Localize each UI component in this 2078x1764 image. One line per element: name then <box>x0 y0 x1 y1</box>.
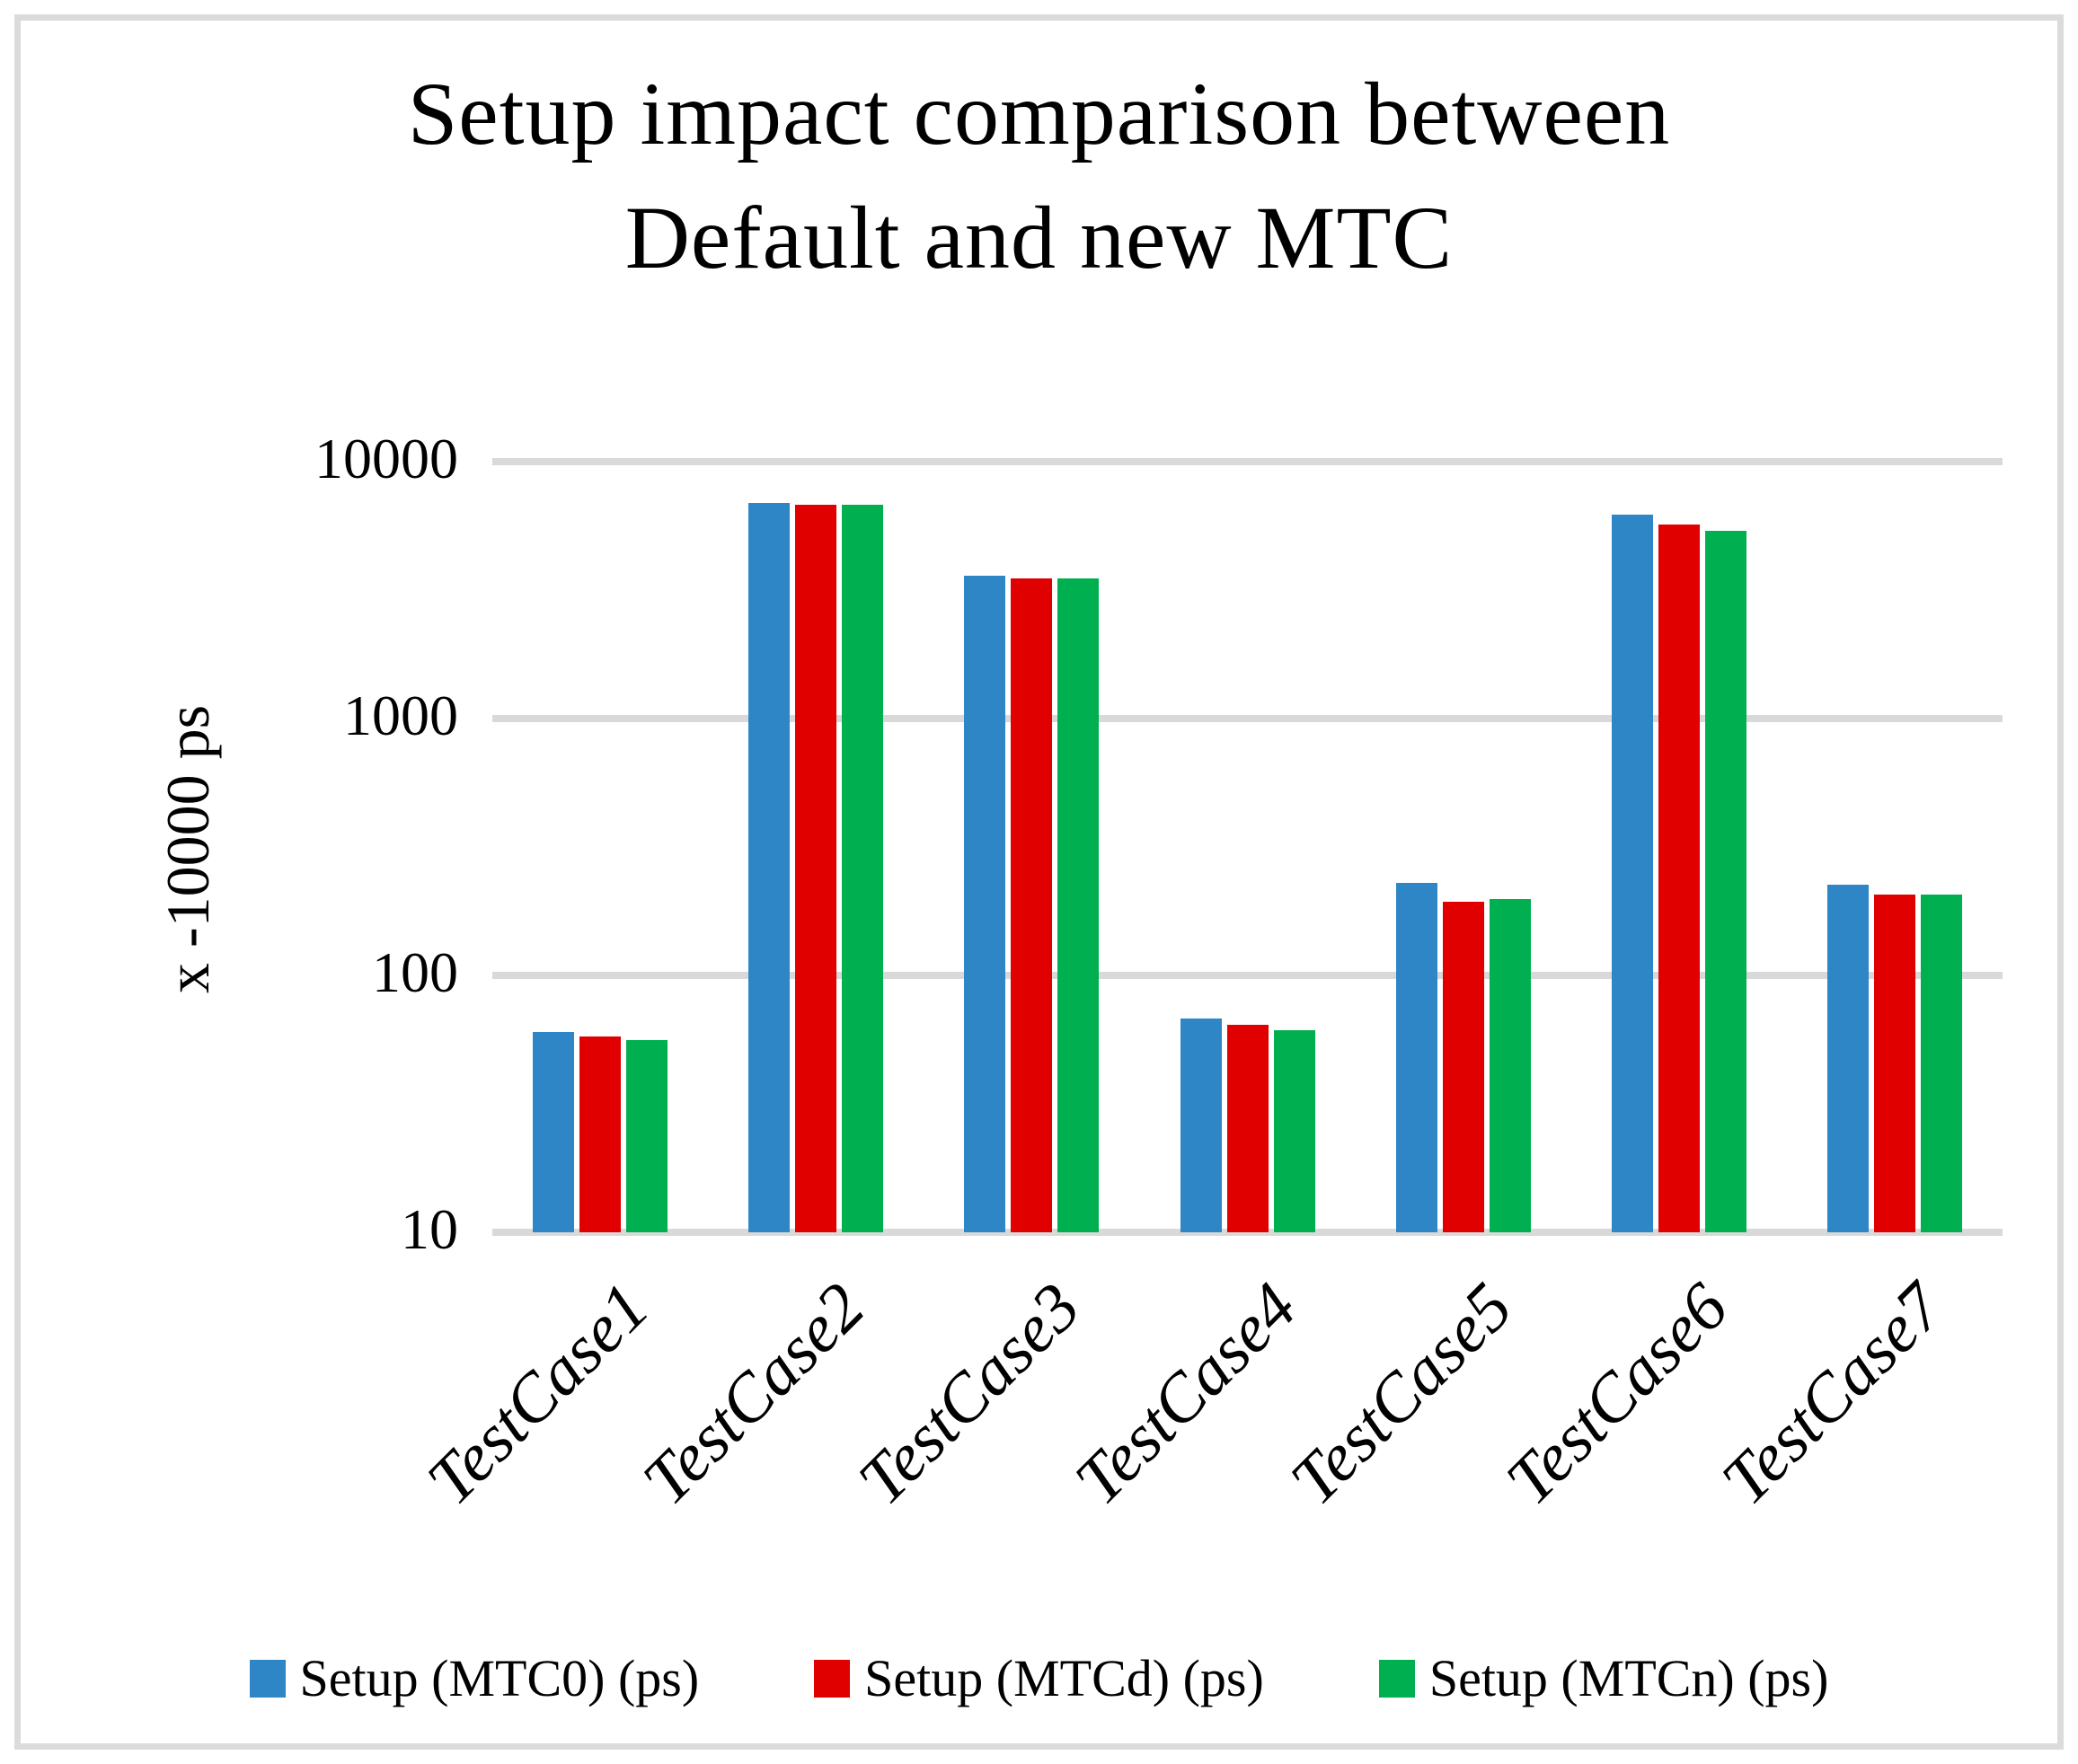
y-tick-label-100: 100 <box>372 940 458 1005</box>
bar-Setup-MTC0-ps-TestCase5 <box>1395 882 1437 1232</box>
bar-cluster-TestCase7 <box>1826 462 1962 1232</box>
bar-Setup-MTCd-ps-TestCase1 <box>579 1036 622 1232</box>
bar-Setup-MTC0-ps-TestCase3 <box>964 575 1006 1232</box>
y-tick-label-10: 10 <box>401 1197 458 1262</box>
x-tick-label-text: TestCase6 <box>1491 1268 1742 1520</box>
bar-Setup-MTCd-ps-TestCase2 <box>795 504 837 1232</box>
y-axis-title-text: x -10000 ps <box>154 704 223 993</box>
legend-label: Setup (MTCn) (ps) <box>1428 1649 1829 1707</box>
bar-cluster-TestCase4 <box>1180 462 1315 1232</box>
bar-Setup-MTCd-ps-TestCase7 <box>1873 895 1915 1232</box>
y-axis-title: x -10000 ps <box>81 458 296 1239</box>
legend-label: Setup (MTC0) (ps) <box>299 1649 700 1707</box>
bar-Setup-MTCd-ps-TestCase6 <box>1658 524 1700 1232</box>
bar-Setup-MTC0-ps-TestCase6 <box>1611 515 1653 1232</box>
y-tick-label-10000: 10000 <box>314 427 458 491</box>
gridline-100 <box>492 972 2003 979</box>
legend: Setup (MTC0) (ps) Setup (MTCd) (ps) Setup … <box>0 1648 2078 1708</box>
x-tick-label-text: TestCase4 <box>1060 1268 1311 1520</box>
bar-cluster-TestCase5 <box>1395 462 1531 1232</box>
bar-Setup-MTCn-ps-TestCase2 <box>842 504 884 1232</box>
legend-swatch <box>249 1659 286 1698</box>
bar-Setup-MTCd-ps-TestCase5 <box>1442 902 1484 1232</box>
bar-Setup-MTC0-ps-TestCase7 <box>1826 885 1869 1232</box>
legend-item-Setup-MTC0-ps: Setup (MTC0) (ps) <box>249 1648 700 1708</box>
bar-Setup-MTC0-ps-TestCase2 <box>748 503 791 1232</box>
legend-swatch <box>814 1659 851 1698</box>
gridline-10000 <box>492 458 2003 465</box>
bar-Setup-MTC0-ps-TestCase1 <box>533 1032 575 1232</box>
legend-label: Setup (MTCd) (ps) <box>864 1649 1264 1707</box>
x-tick-label-text: TestCase5 <box>1276 1268 1526 1520</box>
bar-Setup-MTCd-ps-TestCase4 <box>1226 1025 1269 1232</box>
bar-Setup-MTCn-ps-TestCase1 <box>626 1040 668 1232</box>
bar-Setup-MTC0-ps-TestCase4 <box>1180 1018 1222 1232</box>
y-tick-label-1000: 1000 <box>343 684 458 748</box>
x-tick-label-text: TestCase1 <box>412 1268 664 1520</box>
bar-Setup-MTCn-ps-TestCase6 <box>1704 530 1746 1232</box>
chart-title: Setup impact comparison between Default … <box>407 64 1671 287</box>
x-tick-label-text: TestCase2 <box>628 1268 880 1520</box>
bar-cluster-TestCase2 <box>748 462 884 1232</box>
bar-cluster-TestCase1 <box>533 462 668 1232</box>
legend-swatch <box>1378 1659 1415 1698</box>
bar-Setup-MTCd-ps-TestCase3 <box>1011 578 1053 1232</box>
bar-cluster-TestCase6 <box>1611 462 1746 1232</box>
bar-Setup-MTCn-ps-TestCase3 <box>1057 578 1100 1232</box>
legend-item-Setup-MTCn-ps: Setup (MTCn) (ps) <box>1378 1648 1829 1708</box>
x-tick-label-text: TestCase7 <box>1707 1268 1959 1520</box>
gridline-10 <box>492 1229 2003 1236</box>
plot-area <box>492 458 2003 1236</box>
bar-Setup-MTCn-ps-TestCase7 <box>1920 895 1962 1232</box>
bar-Setup-MTCn-ps-TestCase5 <box>1489 898 1531 1232</box>
x-tick-label-text: TestCase3 <box>844 1268 1095 1520</box>
legend-item-Setup-MTCd-ps: Setup (MTCd) (ps) <box>814 1648 1264 1708</box>
bar-cluster-TestCase3 <box>964 462 1100 1232</box>
bar-Setup-MTCn-ps-TestCase4 <box>1273 1030 1315 1232</box>
gridline-1000 <box>492 715 2003 722</box>
